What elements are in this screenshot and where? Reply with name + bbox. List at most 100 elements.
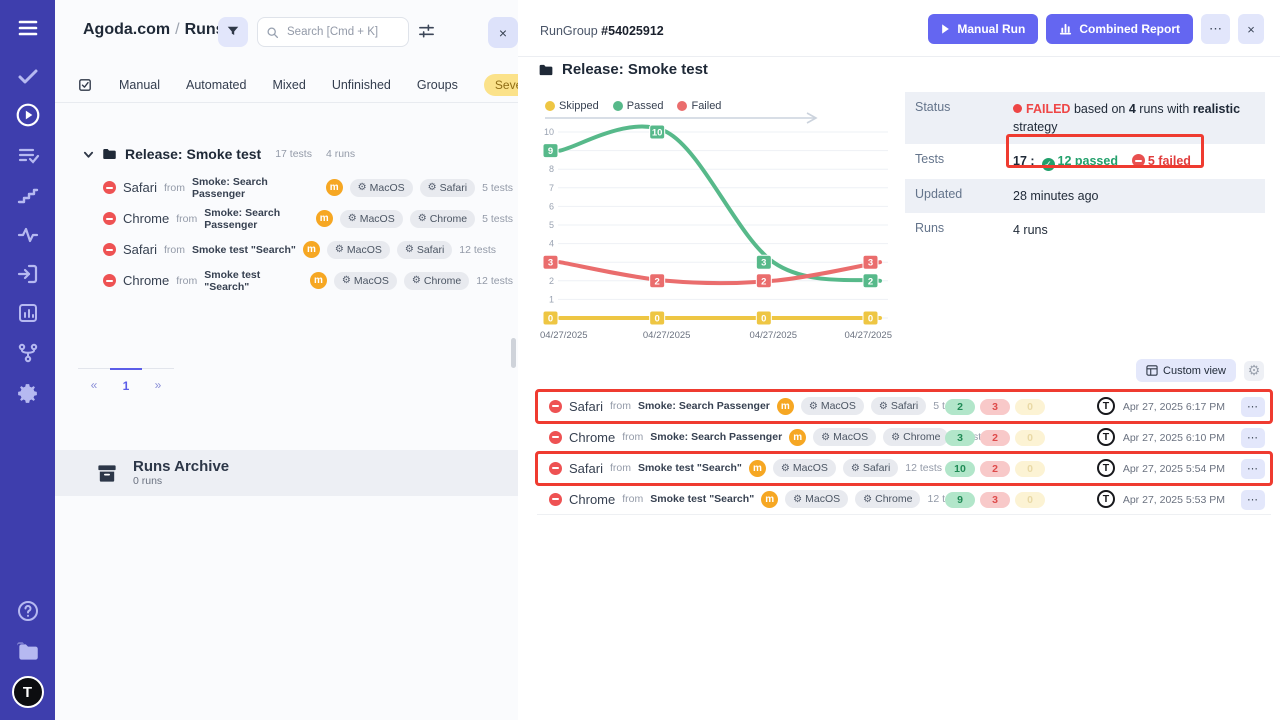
run-name[interactable]: Safari xyxy=(123,180,157,195)
updated-label: Updated xyxy=(915,187,963,202)
run-result-row[interactable]: Safari from Smoke: Search Passenger m ⚙ M… xyxy=(535,389,1273,424)
svg-text:04/27/2025: 04/27/2025 xyxy=(643,330,691,341)
env-pill-os: ⚙ MacOS xyxy=(813,428,877,446)
svg-text:2: 2 xyxy=(549,276,554,286)
run-name[interactable]: Safari xyxy=(123,242,157,257)
svg-text:04/27/2025: 04/27/2025 xyxy=(750,330,798,341)
row-more-button[interactable]: ⋯ xyxy=(1241,458,1265,479)
gear-icon: ⚙ xyxy=(341,275,351,286)
run-source: Smoke: Search Passenger xyxy=(191,175,268,200)
tab-unfinished[interactable]: Unfinished xyxy=(331,78,391,92)
breadcrumb-project[interactable]: Agoda.com xyxy=(83,21,171,38)
search-box[interactable] xyxy=(257,17,409,47)
tests-check-icon[interactable] xyxy=(0,64,55,88)
env-pill-browser: ⚙ Safari xyxy=(842,459,899,477)
failed-minus-icon xyxy=(1131,154,1145,168)
close-panel-button[interactable]: × xyxy=(1238,14,1264,44)
ellipsis-icon: ⋯ xyxy=(1247,463,1259,475)
gear-icon: ⚙ xyxy=(404,244,414,255)
summary-tests-row: Tests 17 : ✓ 12 passed 5 failed xyxy=(905,144,1265,179)
funnel-icon xyxy=(226,24,240,41)
legend-item-passed[interactable]: Passed xyxy=(612,100,663,112)
pagination-prev[interactable]: « xyxy=(90,378,98,392)
gear-icon: ⚙ xyxy=(417,213,427,224)
pagination-page-1[interactable]: 1 xyxy=(110,368,142,393)
list-settings-gear-icon[interactable]: ⚙ xyxy=(1244,360,1264,381)
rungroup-word: RunGroup xyxy=(540,24,598,38)
custom-view-button[interactable]: Custom view xyxy=(1136,359,1236,382)
select-runs-icon[interactable] xyxy=(77,77,93,93)
search-input[interactable] xyxy=(285,25,407,39)
row-more-button[interactable]: ⋯ xyxy=(1241,396,1265,417)
svg-text:4: 4 xyxy=(549,239,554,249)
gear-icon: ⚙ xyxy=(793,493,803,505)
chevron-down-icon[interactable] xyxy=(83,149,94,160)
svg-text:04/27/2025: 04/27/2025 xyxy=(540,330,588,341)
run-name[interactable]: Safari xyxy=(569,398,603,414)
scrollbar-thumb[interactable] xyxy=(511,338,516,368)
pagination-next[interactable]: » xyxy=(154,378,162,392)
plans-list-check-icon[interactable] xyxy=(0,143,55,167)
app-sidebar: T xyxy=(0,0,55,720)
run-list-item[interactable]: Chrome from Smoke test "Search" m ⚙ MacOS… xyxy=(103,265,513,296)
run-source: Smoke test "Search" xyxy=(650,493,755,505)
settings-gear-icon[interactable] xyxy=(0,381,55,406)
menu-icon[interactable] xyxy=(0,16,55,40)
left-panel-header: Agoda.com/Runs × xyxy=(55,0,518,66)
row-more-button[interactable]: ⋯ xyxy=(1241,427,1265,448)
run-from-label: from xyxy=(622,431,644,443)
env-pill-browser: ⚙ Chrome xyxy=(883,428,949,446)
skipped-count-pill: 0 xyxy=(1015,491,1045,508)
env-pill-os: ⚙ MacOS xyxy=(326,240,390,259)
filter-button[interactable] xyxy=(218,17,248,47)
run-list-item[interactable]: Safari from Smoke: Search Passenger m ⚙ M… xyxy=(103,172,513,203)
testomat-logo[interactable]: T xyxy=(0,676,55,708)
run-name[interactable]: Chrome xyxy=(569,429,616,445)
legend-item-failed[interactable]: Failed xyxy=(677,100,721,112)
row-more-button[interactable]: ⋯ xyxy=(1241,489,1265,510)
run-group-row[interactable]: Release: Smoke test 17 tests 4 runs xyxy=(83,146,355,162)
tab-manual[interactable]: Manual xyxy=(119,78,160,92)
manual-badge: m xyxy=(325,179,343,196)
status-text: runs with xyxy=(1139,102,1190,116)
env-pill-browser: ⚙ Safari xyxy=(396,240,453,259)
summary-updated-row: Updated 28 minutes ago xyxy=(905,179,1265,214)
runs-play-icon[interactable] xyxy=(0,102,55,128)
run-list-item[interactable]: Chrome from Smoke: Search Passenger m ⚙ M… xyxy=(103,203,513,234)
run-result-row[interactable]: Chrome from Smoke: Search Passenger m ⚙ M… xyxy=(537,422,1271,453)
skipped-count-pill: 0 xyxy=(1015,429,1045,446)
svg-text:0: 0 xyxy=(868,314,873,325)
projects-folder-icon[interactable] xyxy=(0,639,55,665)
adjustments-icon[interactable] xyxy=(418,23,435,43)
import-icon[interactable] xyxy=(0,262,55,286)
help-icon[interactable] xyxy=(0,599,55,623)
run-list-item[interactable]: Safari from Smoke test "Search" m ⚙ MacOS… xyxy=(103,234,513,265)
run-group-title[interactable]: Release: Smoke test xyxy=(125,146,262,162)
runs-archive-row[interactable]: Runs Archive 0 runs xyxy=(55,450,518,496)
env-pill-browser: ⚙ Chrome xyxy=(855,490,921,508)
run-name[interactable]: Chrome xyxy=(123,211,170,226)
milestones-steps-icon[interactable] xyxy=(0,183,55,207)
branch-icon[interactable] xyxy=(0,341,55,365)
tab-mixed[interactable]: Mixed xyxy=(272,78,306,92)
manual-badge: m xyxy=(748,459,766,477)
reports-chart-icon[interactable] xyxy=(0,301,55,325)
more-actions-button[interactable]: ⋯ xyxy=(1201,14,1230,44)
manual-run-button[interactable]: Manual Run xyxy=(928,14,1039,44)
gear-icon: ⚙ xyxy=(863,493,873,505)
run-name[interactable]: Chrome xyxy=(569,491,616,507)
env-pill-os: ⚙ MacOS xyxy=(349,178,413,197)
manual-badge: m xyxy=(789,428,807,446)
status-value: FAILED based on 4 runs with realistic st… xyxy=(1013,92,1265,144)
run-name[interactable]: Chrome xyxy=(123,273,170,288)
collapse-panel-button[interactable]: × xyxy=(488,17,518,48)
activity-pulse-icon[interactable] xyxy=(0,223,55,247)
summary-runs-row: Runs 4 runs xyxy=(905,213,1265,247)
run-name[interactable]: Safari xyxy=(569,460,603,476)
run-result-row[interactable]: Safari from Smoke test "Search" m ⚙ MacOS… xyxy=(535,451,1273,486)
legend-item-skipped[interactable]: Skipped xyxy=(545,100,599,112)
tab-groups[interactable]: Groups xyxy=(416,78,458,92)
run-result-row[interactable]: Chrome from Smoke test "Search" m ⚙ MacOS… xyxy=(537,484,1271,515)
tab-automated[interactable]: Automated xyxy=(186,78,247,92)
combined-report-button[interactable]: Combined Report xyxy=(1046,14,1193,44)
